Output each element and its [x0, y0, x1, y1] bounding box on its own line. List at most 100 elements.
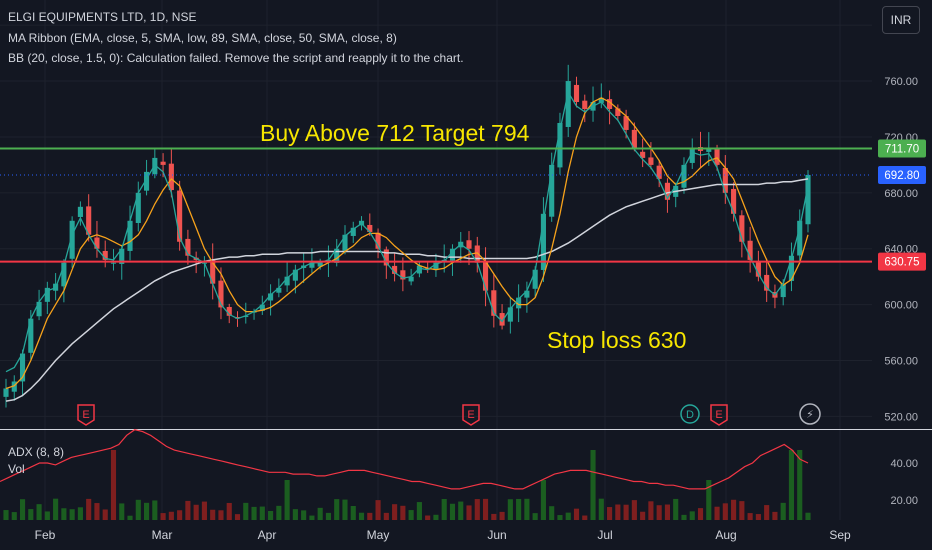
earnings-icon — [462, 404, 480, 426]
volume-bar — [334, 499, 340, 520]
volume-bar — [19, 499, 26, 520]
price-label-text: 630.75 — [884, 257, 919, 269]
candle — [416, 265, 422, 274]
candle — [19, 353, 26, 382]
chart-grid — [0, 0, 872, 520]
x-tick-label: Aug — [715, 528, 736, 542]
volume-bar — [607, 507, 613, 520]
earnings-icon — [710, 404, 728, 426]
y-tick-label: 520.00 — [884, 411, 918, 423]
volume-bar — [168, 511, 174, 520]
candle — [482, 261, 489, 291]
volume-bar — [416, 502, 422, 520]
volume-bar — [474, 499, 480, 520]
ema-5-line — [5, 90, 809, 373]
event-marker-earnings: E — [77, 404, 95, 426]
candle — [375, 232, 381, 249]
volume-bar — [28, 509, 34, 520]
candle — [218, 280, 224, 308]
volume-bar — [358, 512, 365, 520]
volume-bar — [425, 515, 431, 520]
volume-bar — [491, 513, 497, 520]
candle — [11, 381, 17, 392]
volume-bar — [61, 508, 67, 520]
price-label-box — [878, 139, 926, 158]
candle — [400, 270, 406, 280]
candle — [755, 261, 761, 277]
candle — [383, 249, 389, 266]
candle — [61, 262, 67, 287]
candle — [292, 269, 298, 281]
volume-bar — [317, 507, 323, 520]
volume-bar — [94, 503, 100, 520]
volume-bar — [565, 512, 571, 520]
candle — [86, 206, 92, 235]
candle — [392, 265, 398, 274]
adx-legend: ADX (8, 8) — [8, 445, 65, 459]
candle — [350, 227, 356, 236]
volume-bar — [441, 498, 447, 520]
adx-tick-label: 40.00 — [890, 458, 918, 470]
volume-bar — [218, 510, 224, 520]
volume-bar — [532, 513, 538, 520]
candle — [640, 151, 646, 158]
volume-bar — [582, 515, 588, 520]
candle — [44, 287, 50, 302]
candle — [706, 148, 712, 152]
volume-bar — [193, 504, 199, 520]
x-tick-label: May — [367, 528, 390, 542]
candle — [110, 262, 117, 264]
dividend-label: D — [686, 409, 694, 421]
volume-bar — [350, 505, 356, 520]
volume-bar — [706, 480, 712, 520]
candle — [598, 97, 604, 103]
candle — [226, 306, 232, 316]
candle — [532, 269, 538, 289]
candle — [433, 262, 439, 269]
volume-bar — [747, 513, 753, 520]
volume-bar — [77, 507, 83, 520]
candle — [408, 276, 414, 282]
volume-bar — [383, 512, 389, 520]
volume-bar — [185, 500, 191, 520]
ma-ribbon-legend: MA Ribbon (EMA, close, 5, SMA, low, 89, … — [8, 31, 397, 45]
volume-pane — [0, 429, 811, 520]
y-tick-label: 680.00 — [884, 188, 918, 200]
volume-bar — [524, 498, 530, 520]
candle — [77, 206, 83, 217]
candle — [276, 287, 282, 293]
volume-bar — [780, 502, 786, 520]
symbol-legend: ELGI EQUIPMENTS LTD, 1D, NSE — [8, 10, 197, 24]
sma-8-line — [5, 97, 809, 390]
candle — [284, 276, 290, 286]
volume-bar — [160, 513, 166, 520]
volume-bar — [276, 505, 282, 520]
volume-bar — [631, 500, 637, 520]
candle — [714, 148, 720, 165]
candle — [317, 262, 323, 267]
volume-bar — [673, 498, 679, 520]
candle — [516, 297, 522, 309]
candle — [259, 304, 265, 311]
volume-bar — [788, 450, 795, 520]
candle — [185, 238, 191, 256]
volume-bar — [375, 500, 381, 520]
volume-bar — [135, 499, 141, 520]
volume-bar — [177, 510, 183, 520]
volume-bar — [681, 514, 687, 520]
volume-bar — [243, 502, 249, 520]
price-label-box — [878, 165, 926, 184]
volume-bar — [507, 499, 513, 520]
volume-bar — [268, 510, 274, 520]
volume-bar — [797, 450, 803, 520]
x-tick-label: Sep — [829, 528, 851, 542]
candle — [557, 122, 563, 168]
candle — [507, 307, 513, 322]
currency-button[interactable]: INR — [882, 6, 920, 34]
candle — [342, 234, 348, 251]
volume-bar — [557, 515, 563, 520]
volume-bar — [640, 511, 646, 520]
volume-bar — [697, 508, 704, 520]
stop-loss-annotation: Stop loss 630 — [547, 327, 687, 353]
